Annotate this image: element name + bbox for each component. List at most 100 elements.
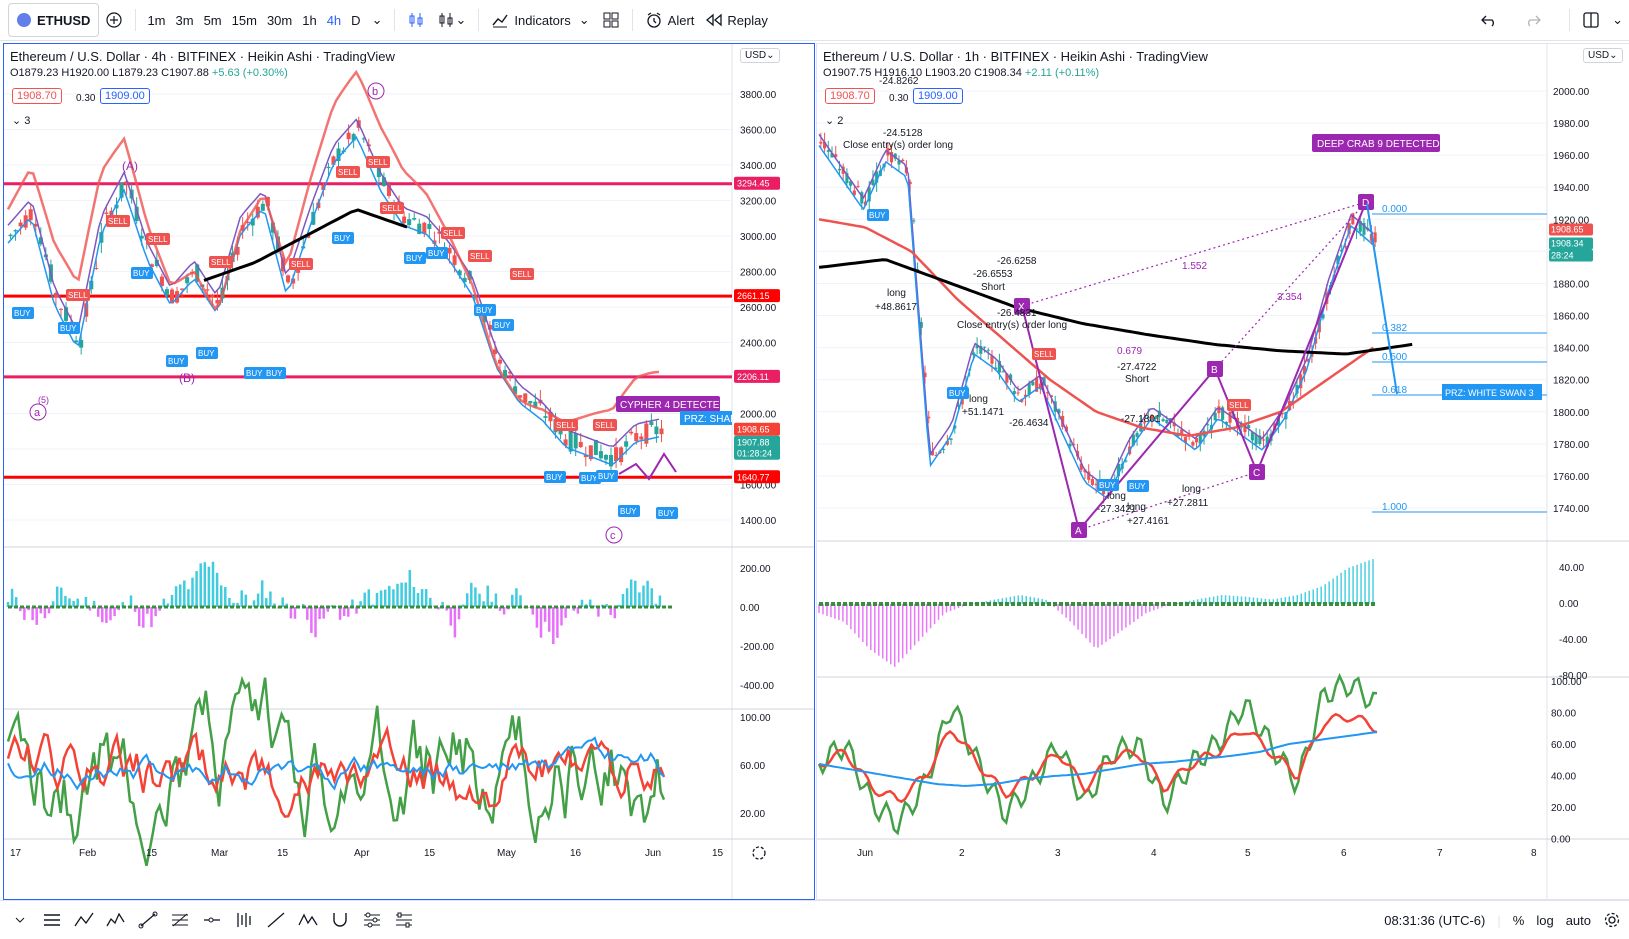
separator: | bbox=[1497, 912, 1501, 928]
rsi-axis-label: 0.00 bbox=[1551, 835, 1571, 846]
timeframe-1m[interactable]: 1m bbox=[147, 12, 166, 28]
buy-signal-label: BUY bbox=[476, 306, 493, 315]
wave-circle bbox=[367, 82, 385, 100]
rsi-axis-label: 40.00 bbox=[1551, 772, 1576, 783]
candle-body bbox=[1187, 432, 1191, 434]
candle-body bbox=[979, 346, 983, 354]
candle-body bbox=[1228, 411, 1232, 423]
timeframe-15m[interactable]: 15m bbox=[231, 12, 257, 28]
timeframe-dropdown-icon[interactable]: ⌄ bbox=[371, 12, 383, 27]
timeframe-3m[interactable]: 3m bbox=[175, 12, 194, 28]
split-layout-icon bbox=[1583, 12, 1599, 28]
candle-body bbox=[819, 141, 823, 144]
menu-icon[interactable] bbox=[38, 906, 66, 934]
gear-icon[interactable] bbox=[752, 846, 766, 860]
price-axis-label: 3000.00 bbox=[740, 232, 777, 243]
buy-signal-label: BUY bbox=[658, 509, 675, 518]
bar-style-button[interactable] bbox=[401, 6, 431, 34]
chart-pane-left[interactable]: 3800.00 3600.00 3400.00 3200.00 3000.00 2800.… bbox=[3, 43, 815, 900]
candle-body bbox=[1224, 421, 1228, 425]
candle-body bbox=[1079, 463, 1083, 470]
filter-sliders-icon[interactable] bbox=[390, 906, 418, 934]
magnet-icon[interactable] bbox=[326, 906, 354, 934]
percent-toggle[interactable]: % bbox=[1512, 912, 1525, 928]
candle-body bbox=[351, 134, 356, 141]
timeframe-D[interactable]: D bbox=[351, 12, 361, 28]
buy-price-button[interactable]: 1909.00 bbox=[913, 88, 963, 104]
redo-button[interactable] bbox=[1519, 6, 1547, 34]
separator bbox=[394, 9, 396, 31]
compare-add-button[interactable] bbox=[99, 6, 129, 34]
replay-button[interactable]: Replay bbox=[700, 6, 773, 34]
buy-signal-bg bbox=[332, 232, 354, 244]
chevron-down-icon[interactable] bbox=[6, 906, 34, 934]
buy-price-button[interactable]: 1909.00 bbox=[100, 88, 150, 104]
indicator-toggle[interactable]: ⌄ 3 bbox=[12, 115, 31, 127]
horizontal-ray-icon[interactable] bbox=[198, 906, 226, 934]
elliott-wave-icon[interactable] bbox=[102, 906, 130, 934]
chevron-down-icon: ⌄ bbox=[455, 12, 467, 27]
xabcd-pattern-icon[interactable] bbox=[294, 906, 322, 934]
indicator-toggle[interactable]: ⌄ 2 bbox=[825, 115, 844, 127]
time-axis-label: Jun bbox=[645, 848, 661, 859]
currency-button[interactable]: USD⌄ bbox=[740, 48, 780, 63]
price-tag-label: 2661.15 bbox=[737, 291, 770, 301]
layout-button[interactable] bbox=[1576, 6, 1606, 34]
auto-toggle[interactable]: auto bbox=[1565, 912, 1591, 928]
trade-annotation: -24.5128 bbox=[883, 128, 923, 139]
chart-canvas-right[interactable]: 2000.001980.001960.001940.001920.001900.… bbox=[817, 44, 1629, 899]
time-axis-label: Feb bbox=[79, 848, 97, 859]
price-axis-label: 1920.00 bbox=[1553, 215, 1590, 226]
alert-button[interactable]: Alert bbox=[639, 6, 701, 34]
candle-body bbox=[849, 181, 853, 186]
candle-body bbox=[503, 369, 508, 379]
settings-sliders-icon[interactable] bbox=[358, 906, 386, 934]
indicators-button[interactable]: Indicators ⌄ bbox=[485, 6, 595, 34]
candle-body bbox=[1005, 373, 1009, 383]
ratio-label: 3.354 bbox=[1277, 292, 1302, 303]
trend-line-icon[interactable] bbox=[134, 906, 162, 934]
timeframe-4h[interactable]: 4h bbox=[326, 12, 342, 28]
log-toggle[interactable]: log bbox=[1536, 912, 1554, 928]
chart-canvas-left[interactable]: 3800.003600.003400.003200.003000.002800.… bbox=[4, 44, 814, 899]
timeframe-30m[interactable]: 30m bbox=[266, 12, 293, 28]
timeframe-1h[interactable]: 1h bbox=[302, 12, 317, 28]
trade-annotation: -27.3421 bbox=[1097, 504, 1137, 515]
currency-button[interactable]: USD⌄ bbox=[1583, 48, 1623, 63]
wave-label-5: (5) bbox=[38, 395, 49, 405]
timeframe-5m[interactable]: 5m bbox=[203, 12, 222, 28]
candle-body bbox=[1072, 444, 1076, 446]
sell-signal-bg bbox=[380, 202, 404, 214]
candle-body bbox=[104, 212, 109, 214]
sell-price-button[interactable]: 1908.70 bbox=[12, 88, 62, 104]
buy-signal-bg bbox=[544, 471, 566, 483]
trade-annotation: long bbox=[1182, 484, 1201, 495]
gear-icon[interactable] bbox=[1603, 911, 1621, 929]
clock-time[interactable]: 08:31:36 (UTC-6) bbox=[1384, 912, 1486, 928]
sell-price-button[interactable]: 1908.70 bbox=[825, 88, 875, 104]
candle-body bbox=[427, 223, 432, 229]
candle-body bbox=[867, 187, 871, 202]
templates-button[interactable] bbox=[596, 6, 626, 34]
chevron-down-icon[interactable]: ⌄ bbox=[1612, 12, 1623, 27]
trade-annotation: -26.6553 bbox=[973, 269, 1013, 280]
candle-body bbox=[949, 438, 953, 440]
buy-signal-bg bbox=[947, 387, 969, 399]
candle-body bbox=[1336, 255, 1340, 265]
line-tool-icon[interactable] bbox=[262, 906, 290, 934]
candle-body bbox=[462, 277, 467, 283]
grid-icon bbox=[603, 12, 619, 28]
bars-pattern-icon[interactable] bbox=[230, 906, 258, 934]
fib-retracement-icon[interactable] bbox=[166, 906, 194, 934]
abc-pattern-icon[interactable] bbox=[70, 906, 98, 934]
candle-body bbox=[265, 196, 270, 207]
trade-annotation: long bbox=[1127, 502, 1146, 513]
symbol-search-button[interactable]: ETHUSD bbox=[8, 3, 100, 37]
separator bbox=[1569, 9, 1571, 31]
chart-type-button[interactable]: ⌄ bbox=[431, 6, 472, 34]
candle-body bbox=[1299, 374, 1303, 389]
chart-pane-right[interactable]: 2000.001980.001960.001940.001920.001900.… bbox=[816, 43, 1629, 900]
pattern-point-bg bbox=[1249, 464, 1265, 480]
undo-button[interactable] bbox=[1475, 6, 1503, 34]
ma-line bbox=[818, 258, 1413, 356]
